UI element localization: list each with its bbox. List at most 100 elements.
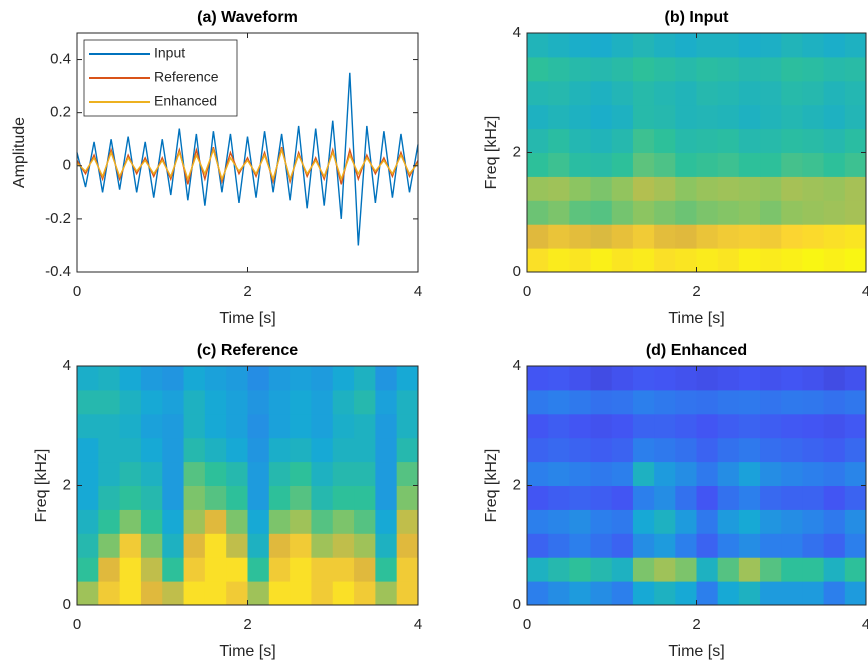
heatmap-cell — [569, 224, 592, 249]
heatmap-cell — [823, 581, 846, 606]
heatmap-cell — [98, 509, 121, 534]
heatmap-cell — [569, 128, 592, 153]
heatmap-cell — [183, 413, 206, 439]
x-tick-label: 0 — [523, 283, 531, 300]
y-tick-label: 0.4 — [50, 51, 71, 68]
heatmap-cell — [717, 461, 740, 486]
heatmap-cell — [675, 56, 697, 82]
x-tick-label: 0 — [523, 616, 531, 633]
heatmap-cell — [781, 224, 803, 249]
heatmap-cell — [611, 389, 634, 415]
heatmap-cell — [844, 557, 867, 582]
heatmap-cell — [226, 485, 248, 510]
heatmap-cell — [760, 152, 782, 177]
heatmap-cell — [290, 437, 312, 463]
heatmap-cell — [226, 437, 248, 463]
heatmap-cell — [802, 128, 825, 153]
heatmap-cell — [717, 104, 740, 130]
heatmap-cell — [717, 437, 740, 463]
heatmap-cell — [77, 461, 99, 486]
heatmap-cell — [290, 533, 312, 558]
heatmap-cell — [332, 533, 355, 558]
heatmap-cell — [332, 461, 355, 486]
heatmap-cell — [823, 176, 846, 201]
heatmap-cell — [590, 128, 613, 153]
heatmap-cell — [802, 224, 825, 249]
x-axis-label: Time [s] — [219, 310, 275, 327]
y-tick-label: 2 — [513, 143, 521, 160]
heatmap-cell — [611, 224, 634, 249]
heatmap-cell — [569, 200, 592, 225]
heatmap-cell — [696, 200, 719, 225]
heatmap-cell — [527, 509, 549, 534]
heatmap-cell — [527, 80, 549, 106]
heatmap-cell — [375, 437, 398, 463]
heatmap-cell — [590, 56, 613, 82]
heatmap-cell — [760, 366, 782, 391]
heatmap-cell — [675, 389, 697, 415]
heatmap-cell — [569, 366, 592, 391]
heatmap-cell — [354, 533, 376, 558]
heatmap-cell — [119, 557, 142, 582]
heatmap-cell — [823, 200, 846, 225]
heatmap-cell — [226, 413, 248, 439]
heatmap-cell — [654, 176, 676, 201]
heatmap-cell — [548, 389, 570, 415]
heatmap-cell — [675, 33, 697, 58]
heatmap-cell — [204, 461, 227, 486]
heatmap-cell — [632, 413, 655, 439]
heatmap-cell — [632, 366, 655, 391]
heatmap-cell — [590, 509, 613, 534]
heatmap-cell — [802, 581, 825, 606]
heatmap-cell — [738, 533, 761, 558]
heatmap-cell — [844, 389, 867, 415]
heatmap-cell — [823, 33, 846, 58]
heatmap-cell — [98, 533, 121, 558]
heatmap-cell — [717, 128, 740, 153]
heatmap-cell — [781, 176, 803, 201]
heatmap-cell — [632, 437, 655, 463]
heatmap-cell — [290, 461, 312, 486]
heatmap-cell — [527, 224, 549, 249]
heatmap-cell — [675, 176, 697, 201]
heatmap-cell — [375, 485, 398, 510]
heatmap-cell — [760, 557, 782, 582]
heatmap-cell — [760, 80, 782, 106]
heatmap-cell — [654, 56, 676, 82]
heatmap-cell — [548, 413, 570, 439]
heatmap-cell — [162, 413, 185, 439]
heatmap-cell — [548, 33, 570, 58]
heatmap-cell — [204, 581, 227, 606]
heatmap-cell — [204, 557, 227, 582]
heatmap-cell — [375, 557, 398, 582]
heatmap-cell — [204, 413, 227, 439]
heatmap-cell — [654, 80, 676, 106]
heatmap-cell — [781, 80, 803, 106]
heatmap-cell — [332, 557, 355, 582]
heatmap-cell — [569, 557, 592, 582]
heatmap-cell — [844, 33, 867, 58]
heatmap-cell — [290, 366, 312, 391]
heatmap-cell — [844, 485, 867, 510]
heatmap-cell — [119, 389, 142, 415]
heatmap-cell — [781, 389, 803, 415]
heatmap-cell — [311, 437, 334, 463]
heatmap-cell — [77, 437, 99, 463]
heatmap-cell — [247, 557, 270, 582]
heatmap-cell — [802, 56, 825, 82]
subplot-title: (c) Reference — [197, 342, 298, 359]
heatmap-cell — [844, 248, 867, 273]
heatmap-cell — [569, 389, 592, 415]
heatmap-cell — [844, 80, 867, 106]
series-line — [76, 147, 419, 182]
y-tick-label: 0 — [513, 263, 521, 280]
heatmap-cell — [654, 509, 676, 534]
heatmap-cell — [738, 557, 761, 582]
heatmap-cell — [247, 485, 270, 510]
heatmap-cell — [675, 413, 697, 439]
heatmap-cell — [140, 366, 163, 391]
heatmap-cell — [569, 176, 592, 201]
heatmap-cell — [717, 176, 740, 201]
heatmap-cell — [375, 509, 398, 534]
heatmap-cell — [590, 33, 613, 58]
